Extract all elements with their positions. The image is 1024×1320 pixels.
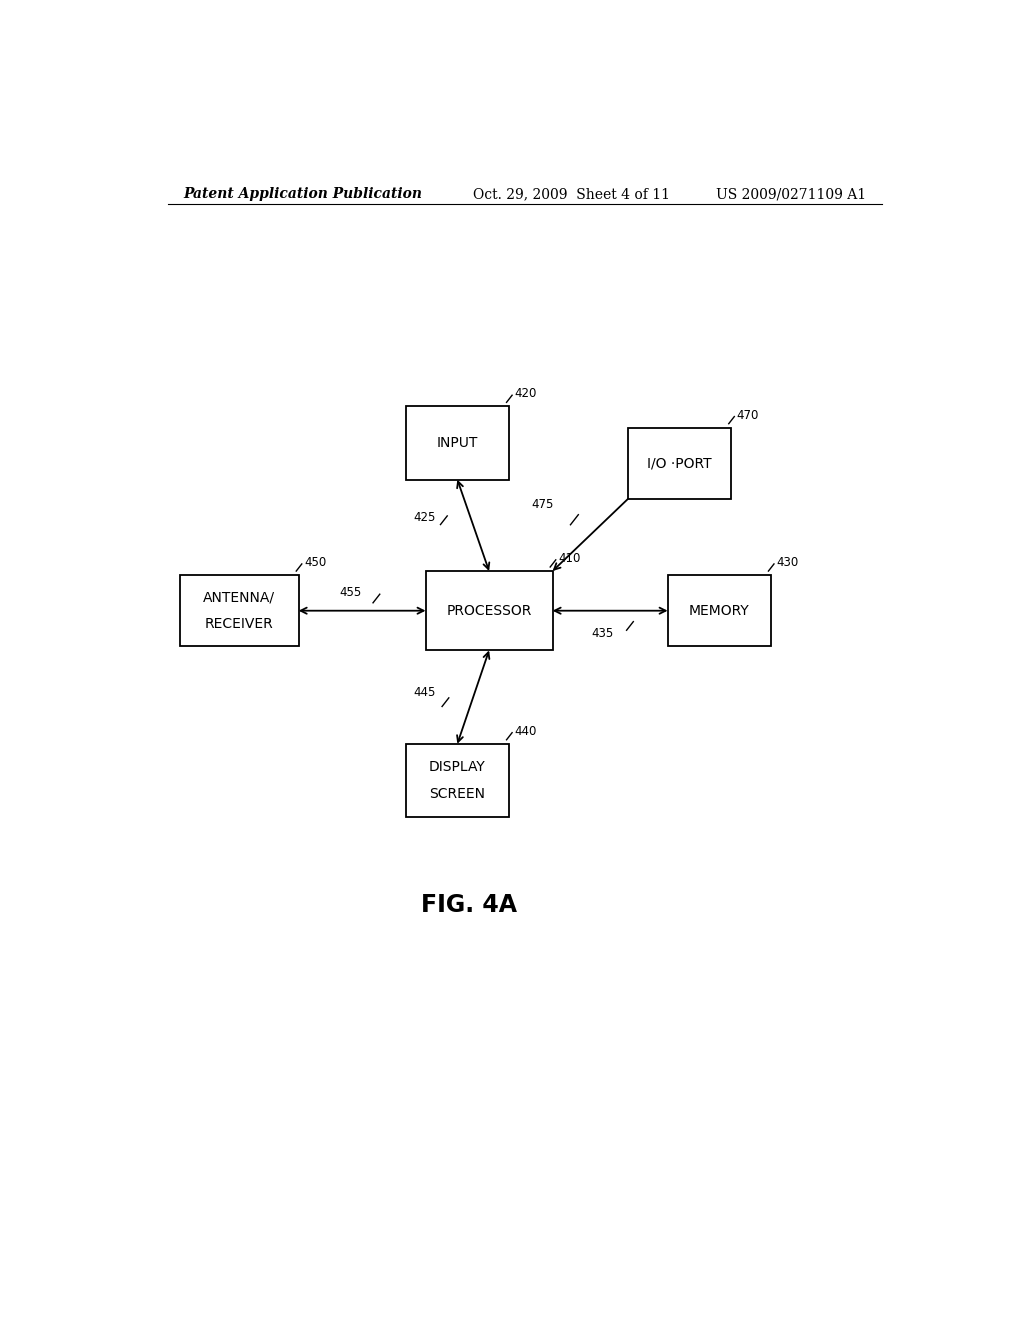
Text: 470: 470	[736, 409, 759, 421]
Text: 435: 435	[591, 627, 613, 640]
Bar	[426, 572, 553, 651]
Text: 410: 410	[558, 552, 581, 565]
Text: 445: 445	[414, 685, 436, 698]
Text: FIG. 4A: FIG. 4A	[421, 894, 517, 917]
Text: Oct. 29, 2009  Sheet 4 of 11: Oct. 29, 2009 Sheet 4 of 11	[473, 187, 671, 202]
Text: US 2009/0271109 A1: US 2009/0271109 A1	[716, 187, 866, 202]
Text: PROCESSOR: PROCESSOR	[446, 603, 531, 618]
Text: INPUT: INPUT	[436, 436, 478, 450]
Text: MEMORY: MEMORY	[689, 603, 750, 618]
Text: 420: 420	[514, 387, 537, 400]
Bar	[179, 576, 299, 647]
Text: SCREEN: SCREEN	[429, 787, 485, 801]
Bar	[668, 576, 771, 647]
Text: ANTENNA/: ANTENNA/	[203, 590, 275, 605]
Text: 475: 475	[531, 498, 554, 511]
Text: DISPLAY: DISPLAY	[429, 760, 485, 775]
Bar	[406, 744, 509, 817]
Text: 430: 430	[776, 556, 799, 569]
Text: 455: 455	[339, 586, 361, 599]
Bar	[628, 428, 731, 499]
Bar	[406, 407, 509, 479]
Text: Patent Application Publication: Patent Application Publication	[183, 187, 423, 202]
Text: RECEIVER: RECEIVER	[205, 616, 273, 631]
Text: 440: 440	[514, 725, 537, 738]
Text: 450: 450	[304, 556, 327, 569]
Text: 425: 425	[414, 511, 436, 524]
Text: I/O ·PORT: I/O ·PORT	[647, 457, 712, 470]
